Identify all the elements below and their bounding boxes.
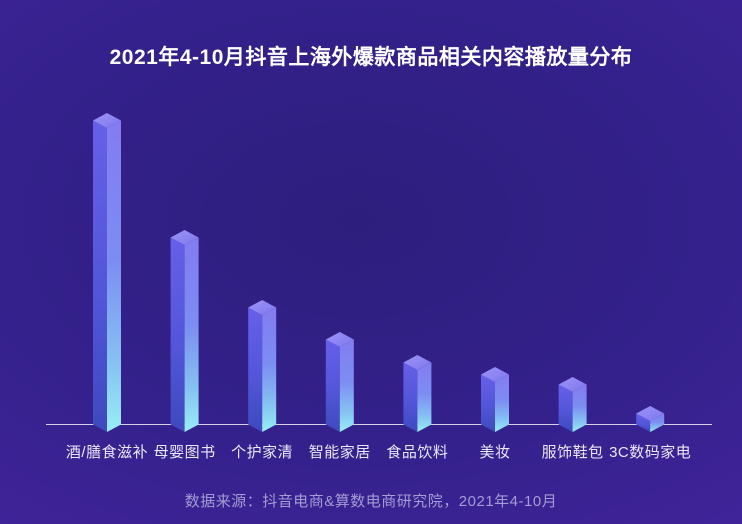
bar-column	[248, 300, 277, 432]
bar-face-right	[262, 307, 277, 432]
bar-face-left	[558, 384, 573, 432]
bar-face-left	[93, 120, 107, 432]
bar-face-right	[339, 339, 354, 432]
bar-face-left	[170, 237, 185, 432]
bar-face-right	[572, 384, 587, 432]
bar-face-top	[93, 113, 121, 128]
bar-face-right	[495, 374, 509, 432]
bar-column	[636, 406, 665, 432]
bar-face-right	[417, 362, 432, 432]
bar-face-top	[248, 300, 277, 315]
chart-title: 2021年4-10月抖音上海外爆款商品相关内容播放量分布	[109, 46, 633, 69]
bar-face-left	[481, 374, 495, 432]
bar-face-top	[558, 377, 587, 392]
bar-column	[481, 367, 509, 432]
data-source-note: 数据来源：抖音电商&算数电商研究院，2021年4-10月	[184, 493, 558, 510]
bar-face-top	[636, 406, 665, 421]
bar-face-top	[481, 367, 509, 382]
bar-face-right	[184, 237, 199, 432]
bar-face-left	[325, 339, 340, 432]
bar-column	[558, 377, 587, 432]
bar-face-left	[403, 362, 418, 432]
bar-column	[325, 332, 354, 432]
bar-face-top	[403, 355, 432, 370]
bar-series	[93, 113, 665, 432]
bar-face-left	[636, 413, 651, 432]
bar-face-top	[325, 332, 354, 347]
bar-face-right	[107, 120, 121, 432]
bar-face-left	[248, 307, 263, 432]
bar-column	[403, 355, 432, 432]
bar-column	[93, 113, 121, 432]
bar-column	[170, 230, 199, 432]
bar-face-right	[650, 413, 665, 432]
bar-face-top	[170, 230, 199, 245]
